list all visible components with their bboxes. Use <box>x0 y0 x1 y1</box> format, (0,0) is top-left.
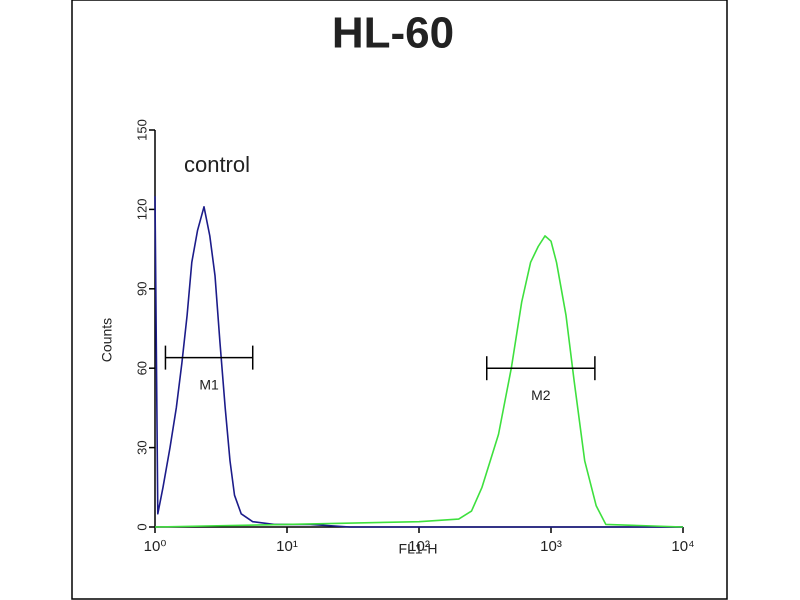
chart-title: HL-60 <box>332 9 454 58</box>
y-tick-label: 150 <box>134 119 149 141</box>
x-tick-label: 10¹ <box>276 538 298 555</box>
x-tick-label: 10³ <box>540 538 562 555</box>
x-tick-label: 10² <box>408 538 430 555</box>
x-axis-label: FL1-H <box>399 541 438 557</box>
marker-label: M1 <box>199 376 219 392</box>
y-tick-label: 60 <box>134 361 149 375</box>
marker-label: M2 <box>531 387 551 403</box>
y-tick-label: 90 <box>134 282 149 296</box>
y-tick-label: 120 <box>134 199 149 221</box>
x-tick-label: 10⁴ <box>671 538 694 555</box>
histogram-line <box>154 196 683 528</box>
frame <box>71 0 728 600</box>
y-tick-label: 0 <box>134 523 149 530</box>
annotation: control <box>184 152 250 177</box>
y-tick-label: 30 <box>134 440 149 454</box>
y-axis-label: Counts <box>99 318 115 362</box>
histogram-line <box>154 235 684 528</box>
x-tick-label: 10⁰ <box>144 538 167 555</box>
